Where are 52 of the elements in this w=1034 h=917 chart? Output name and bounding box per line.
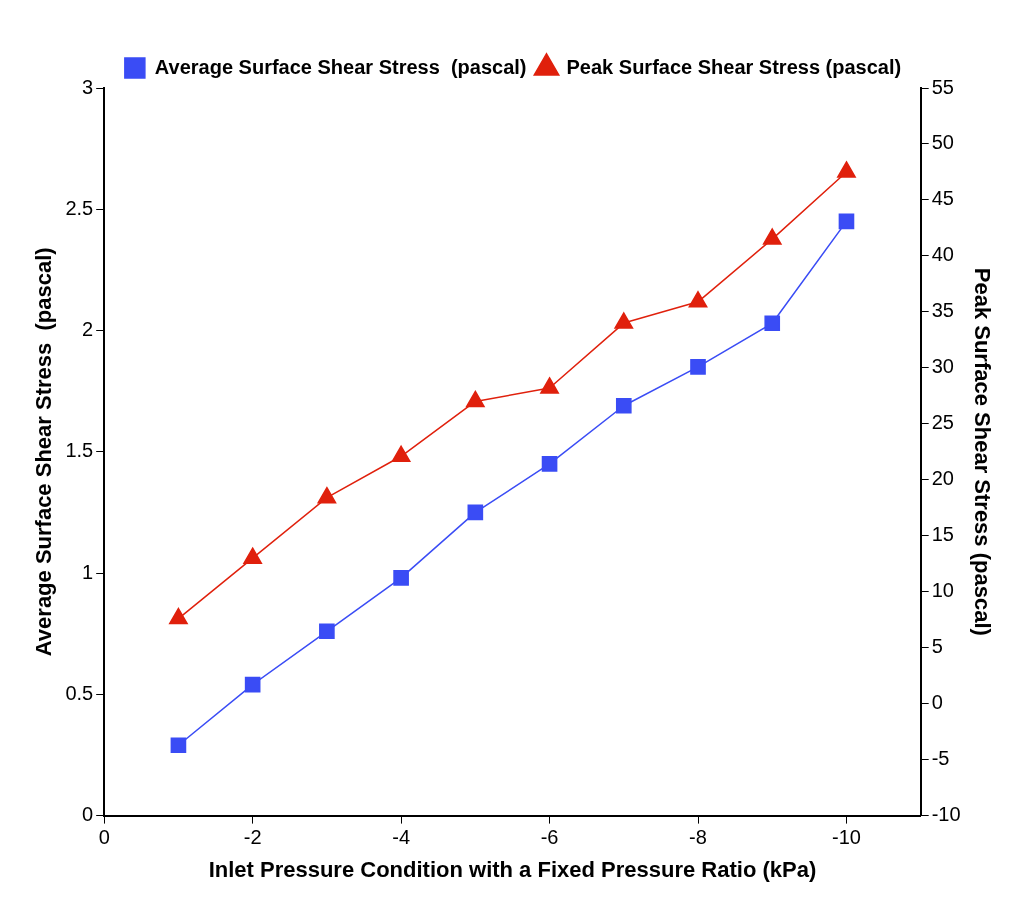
y2-tick-label: 10: [931, 579, 954, 602]
y2-tick-label: -5: [931, 747, 950, 770]
y-tick-label: 0.5: [65, 681, 94, 704]
point: [393, 570, 409, 586]
y2-tick-label: 50: [931, 131, 954, 154]
point: [615, 397, 632, 414]
y-tick-label: 0: [82, 803, 94, 826]
y2-tick-label: 20: [931, 467, 954, 490]
y-tick-label: 2.5: [65, 196, 94, 219]
point: [690, 359, 706, 375]
y2-axis-title: Peak Surface Shear Stress (pascal): [969, 267, 995, 636]
x-tick-label: -10: [832, 826, 861, 849]
point: [764, 315, 781, 332]
y2-tick-label: 25: [931, 411, 954, 434]
point: [317, 486, 337, 504]
point: [614, 312, 634, 329]
y2-tick-label: 45: [931, 187, 954, 210]
point: [541, 456, 558, 472]
y2-tick-label: 30: [931, 355, 954, 378]
y-tick-label: 1: [82, 560, 94, 583]
legend-label: Peak Surface Shear Stress (pascal): [566, 55, 902, 78]
point: [243, 547, 263, 564]
point: [244, 676, 261, 693]
point: [467, 504, 484, 521]
point: [391, 445, 411, 463]
y2-tick-label: 55: [931, 75, 954, 98]
y2-tick-label: 0: [931, 691, 943, 714]
point: [170, 737, 187, 754]
x-tick-label: -8: [689, 826, 707, 849]
y-tick-label: 3: [82, 75, 94, 98]
y2-tick-label: 5: [931, 635, 943, 658]
y2-tick-label: 35: [931, 299, 954, 322]
point: [838, 213, 855, 230]
y2-tick-label: 15: [931, 523, 954, 546]
x-tick-label: -4: [392, 826, 411, 849]
x-tick-label: -6: [540, 826, 559, 849]
point: [319, 623, 335, 640]
x-tick-label: 0: [98, 826, 110, 849]
point: [169, 607, 188, 625]
x-tick-label: -2: [243, 826, 262, 849]
y2-tick-label: 40: [931, 243, 954, 266]
legend-label: Average Surface Shear Stress (pascal): [154, 55, 527, 78]
x-axis-title: Inlet Pressure Condition with a Fixed Pressure Ratio (kPa): [208, 856, 817, 882]
y-tick-label: 2: [82, 318, 94, 341]
y-tick-label: 1.5: [65, 439, 94, 462]
point: [465, 390, 485, 408]
point: [837, 161, 856, 178]
y-axis-title: Average Surface Shear Stress (pascal): [31, 247, 57, 657]
y2-tick-label: -10: [931, 803, 961, 826]
point: [540, 377, 559, 394]
point: [688, 291, 708, 308]
point: [762, 228, 782, 245]
